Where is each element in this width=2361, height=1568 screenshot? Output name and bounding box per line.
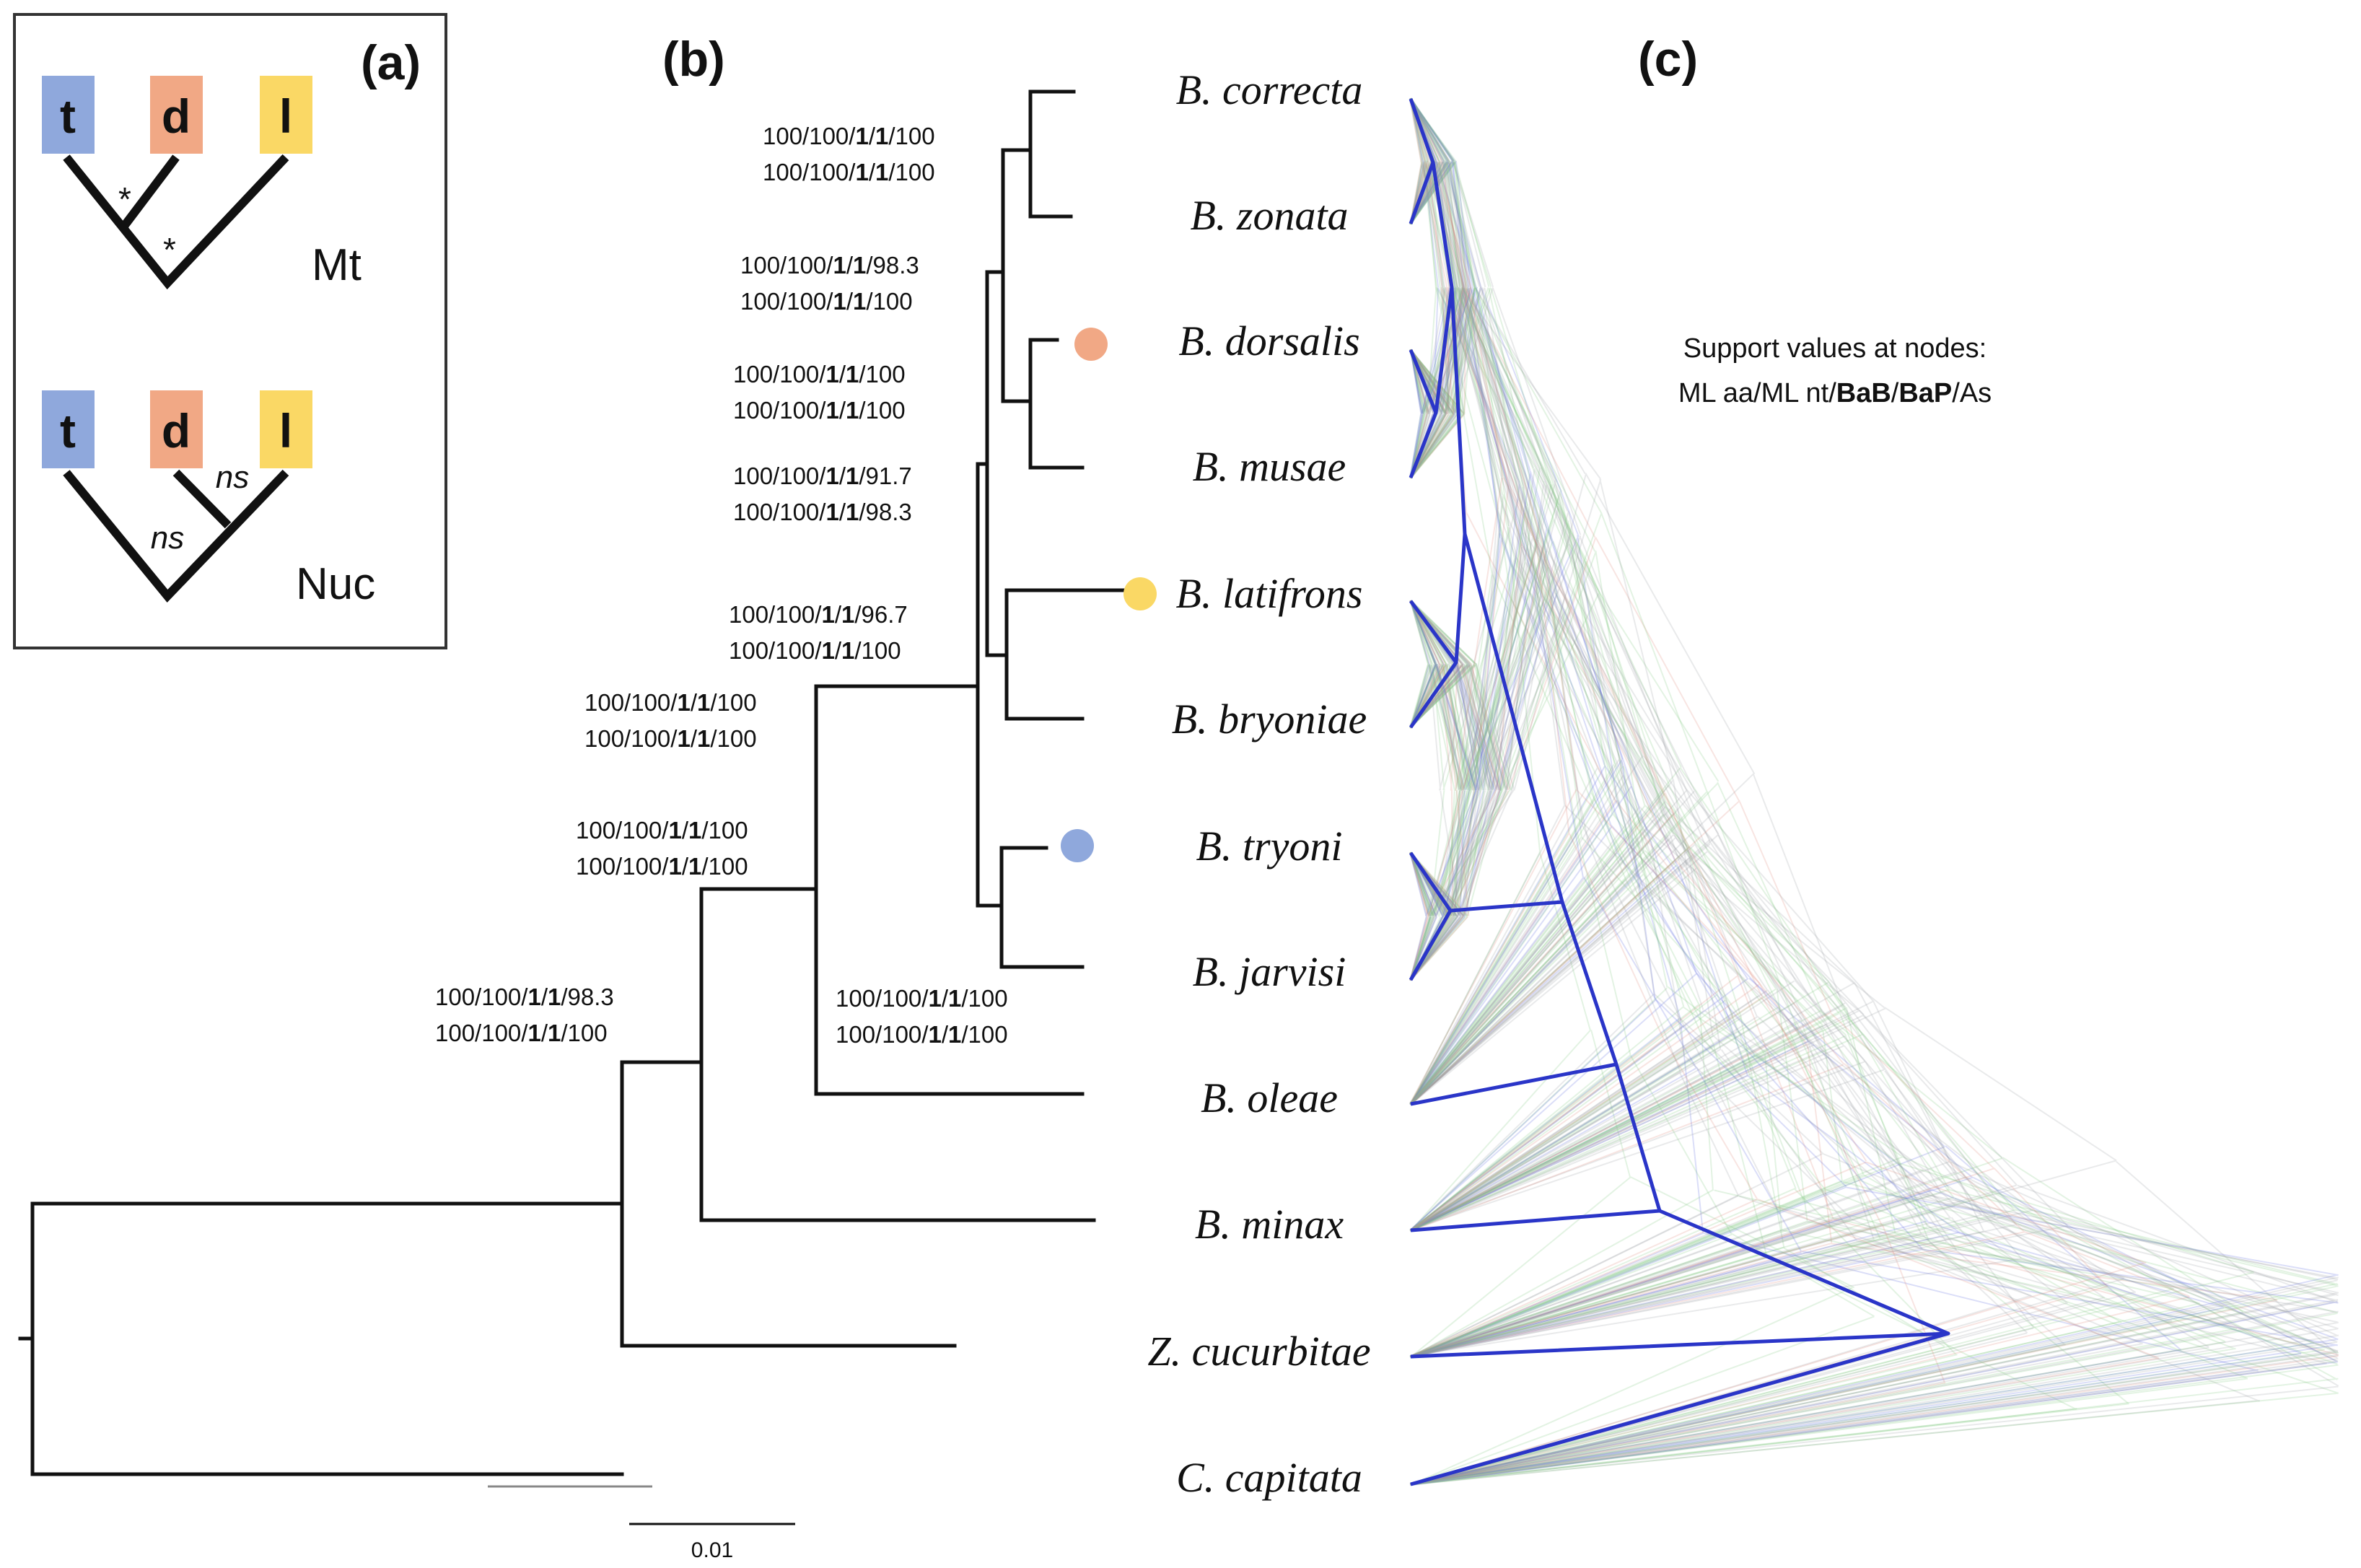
taxon-label: B. musae (1193, 443, 1346, 490)
densitree-tree (1409, 99, 2339, 1485)
densitree-tree (1409, 98, 2236, 1486)
taxon-label: B. oleae (1201, 1074, 1338, 1121)
densitree-tree (1409, 98, 2338, 1486)
support-label: 100/100/1/1/100 (740, 288, 913, 315)
support-label: 100/100/1/1/100 (763, 123, 935, 149)
support-label: 100/100/1/1/100 (733, 361, 906, 387)
panel-label-a: (a) (361, 35, 421, 90)
support-label: 100/100/1/1/100 (836, 1021, 1008, 1048)
panel-label-c: (c) (1638, 32, 1698, 87)
support-label: 100/100/1/1/100 (435, 1020, 608, 1046)
densitree-tree (1409, 98, 2160, 1485)
nuc-outer-branches (63, 469, 289, 603)
taxon-label: B. latifrons (1176, 570, 1363, 617)
mt-mark-1: * (118, 180, 131, 218)
legend-key: ML aa/ML nt/BaB/BaP/As (1678, 378, 1992, 408)
taxon-label: C. capitata (1176, 1454, 1362, 1501)
support-label: 100/100/1/1/100 (584, 689, 757, 716)
box-t-nuc (42, 390, 95, 468)
tryoni-marker-dot (1061, 829, 1094, 862)
latifrons-marker-dot (1123, 577, 1157, 610)
densitree-tree (1409, 98, 2339, 1485)
densitree-tree (1409, 97, 2244, 1486)
taxon-label: B. jarvisi (1193, 948, 1346, 995)
box-t-mt (42, 76, 95, 154)
densitree-tree (1409, 98, 2339, 1486)
support-label: 100/100/1/1/100 (729, 637, 901, 664)
mt-mark-2: * (163, 231, 176, 268)
densitree-consensus (1409, 98, 1950, 1486)
densitree-tree (1409, 98, 2338, 1486)
densitree-tree (1409, 97, 2339, 1486)
support-label: 100/100/1/1/98.3 (733, 499, 912, 525)
mt-label: Mt (312, 240, 362, 290)
box-t-mt-letter: t (60, 89, 76, 143)
box-d-nuc (150, 390, 203, 468)
densitree-tree (1409, 99, 2339, 1486)
box-l-mt-letter: l (279, 89, 292, 143)
box-l-nuc-letter: l (279, 404, 292, 457)
support-label: 100/100/1/1/98.3 (435, 984, 614, 1010)
box-d-mt (150, 76, 203, 154)
densitree-tree (1409, 99, 2190, 1486)
mt-tree: t d l * * Mt (42, 76, 362, 290)
box-d-nuc-letter: d (162, 404, 190, 457)
densitree-tree (1409, 98, 2339, 1486)
support-label: 100/100/1/1/100 (576, 817, 748, 844)
densitree-tree (1409, 98, 2339, 1486)
densitree-cloud (1409, 97, 2339, 1486)
densitree-tree (1409, 98, 1945, 1485)
inset-panel-a: (a) t d l * * Mt t d l ns ns (13, 13, 447, 649)
densitree-tree (1409, 97, 2259, 1486)
support-label: 100/100/1/1/96.7 (729, 601, 908, 628)
densitree-tree (1409, 98, 2137, 1485)
dorsalis-marker-dot (1074, 328, 1108, 361)
legend-title: Support values at nodes: (1683, 333, 1987, 364)
taxon-label: B. zonata (1190, 192, 1348, 239)
densitree-tree (1409, 97, 2122, 1486)
nuc-mark-2: ns (151, 520, 184, 556)
box-t-nuc-letter: t (60, 404, 76, 457)
taxon-label: B. minax (1195, 1201, 1344, 1248)
densitree-tree (1409, 99, 2106, 1485)
support-label: 100/100/1/1/100 (733, 397, 906, 424)
densitree-tree (1409, 99, 2129, 1486)
support-label: 100/100/1/1/100 (763, 159, 935, 185)
mt-inner-branch (119, 154, 180, 231)
densitree-tree (1409, 98, 2339, 1485)
taxon-label: B. bryoniae (1172, 696, 1367, 743)
taxon-label: B. tryoni (1196, 823, 1343, 870)
support-values: 100/100/1/1/100 100/100/1/1/100 100/100/… (435, 123, 1008, 1048)
densitree-tree (1409, 99, 2108, 1485)
densitree-tree (1409, 99, 1946, 1485)
consensus-branch (1410, 1331, 1949, 1486)
nuc-mark-1: ns (216, 460, 249, 495)
taxon-label: B. dorsalis (1178, 317, 1359, 364)
taxon-label: Z. cucurbitae (1147, 1328, 1370, 1375)
nuc-tree: t d l ns ns Nuc (42, 390, 375, 609)
box-l-nuc (260, 390, 312, 468)
taxon-labels: B. correcta B. zonata B. dorsalis B. mus… (1147, 66, 1370, 1501)
support-legend: Support values at nodes: ML aa/ML nt/BaB… (1678, 333, 1992, 408)
nuc-inner-branch (172, 469, 232, 529)
densitree-tree (1409, 98, 2339, 1486)
densitree-tree (1409, 97, 2200, 1486)
support-label: 100/100/1/1/100 (576, 853, 748, 880)
nuc-label: Nuc (296, 559, 375, 609)
phylogenetic-tree (18, 89, 1131, 1476)
densitree-tree (1409, 98, 2339, 1485)
scale-bar-label: 0.01 (691, 1538, 733, 1562)
support-label: 100/100/1/1/100 (584, 725, 757, 752)
densitree-tree (1409, 99, 2339, 1486)
densitree-tree (1409, 97, 2069, 1486)
mt-outer-branches (63, 154, 289, 290)
box-l-mt (260, 76, 312, 154)
support-label: 100/100/1/1/91.7 (733, 463, 912, 489)
taxon-label: B. correcta (1176, 66, 1363, 113)
box-d-mt-letter: d (162, 89, 190, 143)
support-label: 100/100/1/1/98.3 (740, 252, 919, 279)
panel-label-b: (b) (662, 32, 725, 87)
support-label: 100/100/1/1/100 (836, 985, 1008, 1012)
